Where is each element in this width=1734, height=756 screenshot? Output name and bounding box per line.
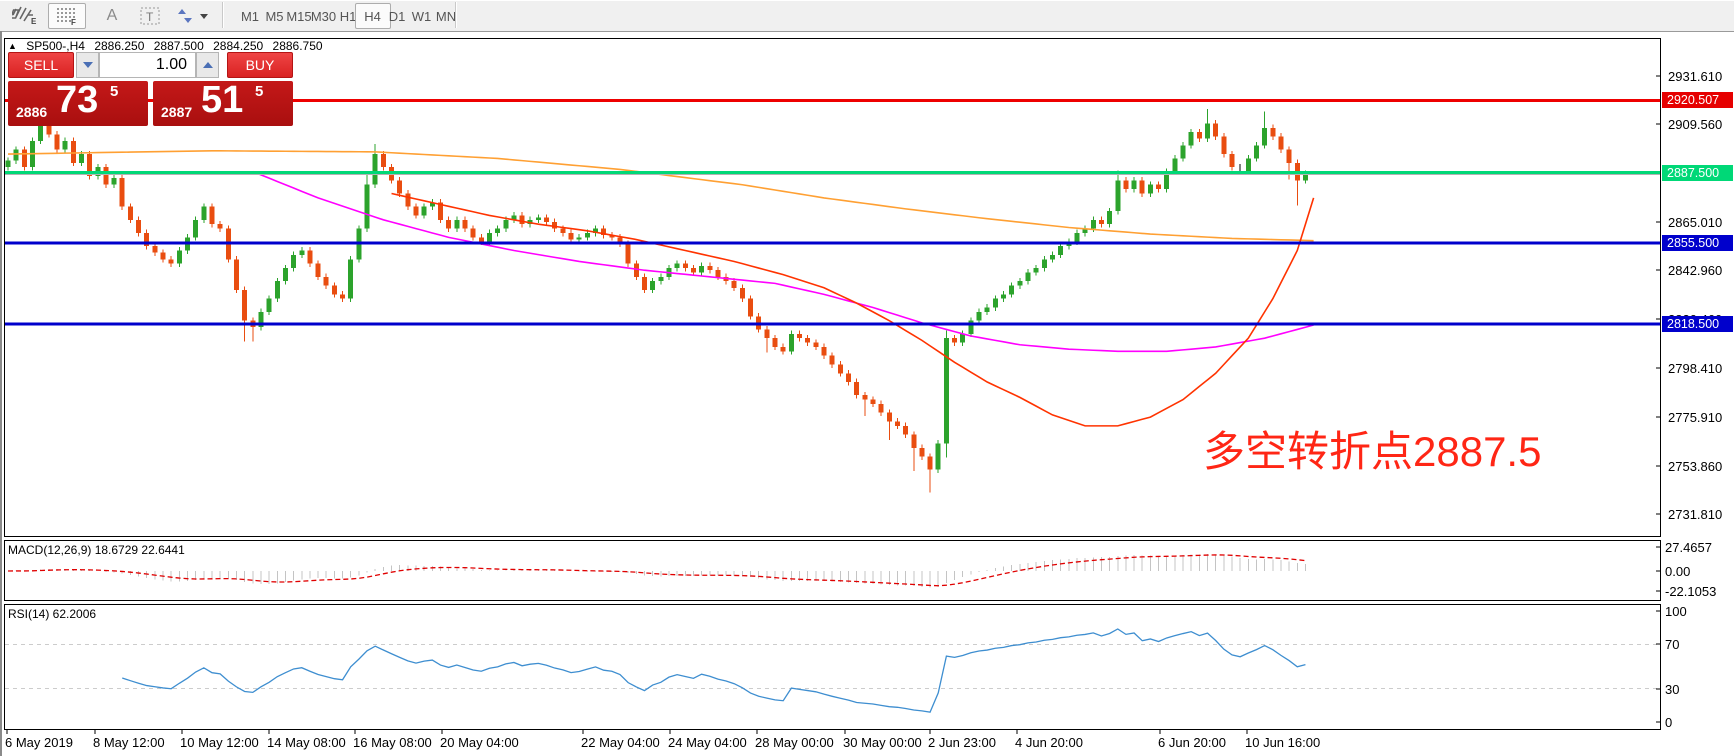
rsi-tick-label: 30 xyxy=(1665,682,1680,697)
volume-decrease-button[interactable] xyxy=(76,52,99,78)
sell-price-small: 2886 xyxy=(16,104,48,120)
timeframe-MN[interactable]: MN xyxy=(435,8,457,24)
time-tick-label: 22 May 04:00 xyxy=(581,735,660,750)
text-box-icon[interactable]: T xyxy=(132,3,168,29)
chart-annotation-text: 多空转折点2887.5 xyxy=(1203,428,1542,475)
timeframe-D1[interactable]: D1 xyxy=(388,8,406,24)
price-tick-label: 2731.810 xyxy=(1668,507,1723,522)
macd-panel[interactable] xyxy=(4,540,1661,601)
rsi-tick-label: 70 xyxy=(1665,637,1680,652)
timeframe-M15[interactable]: M15 xyxy=(286,8,312,24)
volume-increase-button[interactable] xyxy=(196,52,219,78)
sell-price-big: 73 xyxy=(56,79,99,121)
low-quote: 2884.250 xyxy=(213,39,264,53)
buy-button[interactable]: BUY xyxy=(227,52,293,78)
price-tick-label: 2753.860 xyxy=(1668,459,1723,474)
time-tick-label: 16 May 08:00 xyxy=(353,735,432,750)
time-tick-label: 14 May 08:00 xyxy=(267,735,346,750)
timeframe-H1[interactable]: H1 xyxy=(339,8,357,24)
price-badge: 2920.507 xyxy=(1662,92,1733,108)
text-label-icon[interactable]: A xyxy=(106,7,118,24)
sell-price-display[interactable]: 2886 73 5 xyxy=(8,79,148,126)
open-quote: 2886.250 xyxy=(94,39,145,53)
price-tick-label: 2775.910 xyxy=(1668,410,1723,425)
timeframe-W1[interactable]: W1 xyxy=(411,8,432,24)
macd-tick-label: 0.00 xyxy=(1665,564,1691,579)
macd-label: MACD(12,26,9) 18.6729 22.6441 xyxy=(8,543,185,557)
price-badge: 2818.500 xyxy=(1662,316,1733,332)
time-tick-label: 6 Jun 20:00 xyxy=(1158,735,1226,750)
time-tick-label: 28 May 00:00 xyxy=(755,735,834,750)
price-tick-label: 2909.560 xyxy=(1668,117,1723,132)
time-tick-label: 6 May 2019 xyxy=(5,735,73,750)
sell-button[interactable]: SELL xyxy=(8,52,74,78)
time-tick-label: 2 Jun 23:00 xyxy=(928,735,996,750)
buy-price-sup: 5 xyxy=(255,83,264,100)
svg-text:F: F xyxy=(71,18,76,26)
symbol-header: ▲ SP500-,H4 2886.250 2887.500 2884.250 2… xyxy=(8,39,329,53)
window-left-edge xyxy=(0,31,2,756)
macd-tick-label: -22.1053 xyxy=(1665,584,1717,599)
toolbar-separator xyxy=(222,2,223,28)
timeframe-M1[interactable]: M1 xyxy=(240,8,260,24)
time-tick-label: 10 May 12:00 xyxy=(180,735,259,750)
buy-price-display[interactable]: 2887 51 5 xyxy=(153,79,293,126)
volume-input[interactable] xyxy=(99,52,196,78)
svg-text:T: T xyxy=(146,10,154,24)
time-tick-label: 20 May 04:00 xyxy=(440,735,519,750)
price-tick-label: 2865.010 xyxy=(1668,215,1723,230)
sell-price-sup: 5 xyxy=(110,83,119,100)
time-tick-label: 10 Jun 16:00 xyxy=(1245,735,1321,750)
rsi-tick-label: 100 xyxy=(1665,604,1687,619)
toolbar-separator xyxy=(455,2,456,28)
price-tick-label: 2798.410 xyxy=(1668,361,1723,376)
svg-text:E: E xyxy=(31,17,37,26)
indicator-candles-icon[interactable]: E xyxy=(6,3,44,29)
arrange-arrows-icon[interactable] xyxy=(170,3,216,29)
symbol-period-label: SP500-,H4 xyxy=(26,39,85,53)
top-toolbar: E F A T M1 M5 M15 M30 H1 H4 D1 W1 MN xyxy=(0,0,1734,32)
buy-price-big: 51 xyxy=(201,79,244,121)
price-tick-label: 2931.610 xyxy=(1668,69,1723,84)
rsi-tick-label: 0 xyxy=(1665,715,1673,730)
rsi-label: RSI(14) 62.2006 xyxy=(8,607,97,621)
high-quote: 2887.500 xyxy=(153,39,204,53)
time-tick-label: 8 May 12:00 xyxy=(93,735,165,750)
price-tick-label: 2842.960 xyxy=(1668,263,1723,278)
price-badge: 2887.500 xyxy=(1662,165,1733,181)
time-tick-label: 24 May 04:00 xyxy=(668,735,747,750)
rsi-panel[interactable] xyxy=(4,604,1661,730)
time-tick-label: 30 May 00:00 xyxy=(843,735,922,750)
trend-up-icon: ▲ xyxy=(8,41,17,51)
chevron-up-icon xyxy=(202,62,213,68)
time-tick-label: 4 Jun 20:00 xyxy=(1015,735,1083,750)
price-badge: 2855.500 xyxy=(1662,235,1733,251)
close-quote: 2886.750 xyxy=(272,39,323,53)
timeframe-M30[interactable]: M30 xyxy=(310,8,337,24)
chevron-down-icon xyxy=(82,62,93,68)
macd-tick-label: 27.4657 xyxy=(1665,540,1712,555)
timeframe-M5[interactable]: M5 xyxy=(265,8,284,24)
timeframe-H4[interactable]: H4 xyxy=(354,3,391,29)
one-click-trading-panel: SELL BUY 2886 73 5 2887 51 5 xyxy=(6,52,293,126)
grid-levels-icon[interactable]: F xyxy=(48,3,86,29)
buy-price-small: 2887 xyxy=(161,104,193,120)
